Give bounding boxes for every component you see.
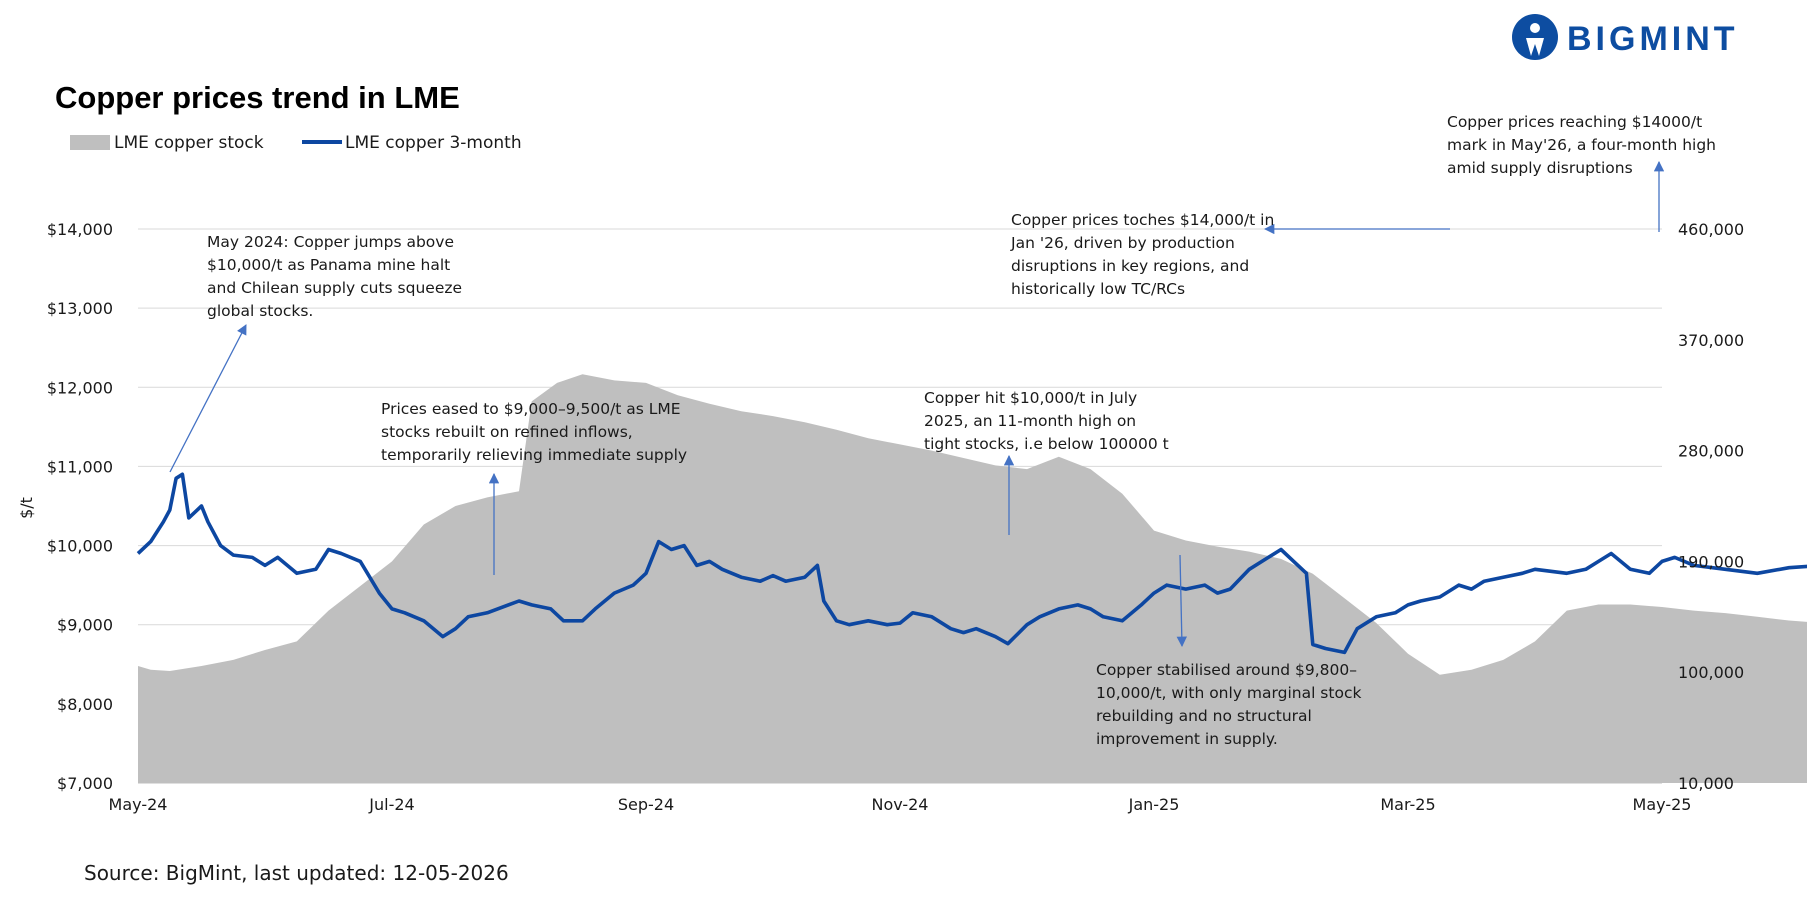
annotation-line: 10,000/t, with only marginal stock (1096, 684, 1361, 702)
arrow-may24 (169, 324, 247, 473)
annotation-line: Copper prices toches $14,000/t in (1011, 211, 1274, 229)
y2-tick-label: 460,000 (1678, 220, 1744, 239)
y-tick-label: $13,000 (47, 299, 113, 318)
annotation-jul25: Copper hit $10,000/t in July 2025, an 11… (924, 389, 1169, 453)
y2-tick-label: 100,000 (1678, 663, 1744, 682)
annotation-line: improvement in supply. (1096, 730, 1278, 748)
annotation-line: rebuilding and no structural (1096, 707, 1312, 725)
annotation-line: temporarily relieving immediate supply (381, 446, 687, 464)
annotation-line: mark in May'26, a four-month high (1447, 136, 1716, 154)
series-price-line (136, 472, 1807, 655)
annotation-may26: Copper prices reaching $14000/t mark in … (1447, 113, 1716, 177)
chart-title: Copper prices trend in LME (55, 80, 460, 115)
x-axis-ticks: May-24 Jul-24 Sep-24 Nov-24 Jan-25 Mar-25 May-… (109, 795, 1692, 814)
legend-label-stock: LME copper stock (114, 133, 264, 153)
x-tick-label: Jul-24 (368, 795, 414, 814)
annotation-line: tight stocks, i.e below 100000 t (924, 435, 1169, 453)
y-tick-label: $11,000 (47, 457, 113, 476)
annotation-line: 2025, an 11-month high on (924, 412, 1136, 430)
legend: LME copper stock LME copper 3-month (70, 133, 522, 153)
y2-tick-label: 190,000 (1678, 552, 1744, 571)
y2-axis-ticks: 10,000 100,000 190,000 280,000 370,000 460,00… (1678, 220, 1744, 793)
brand-logo: BIGMINT (1512, 14, 1739, 60)
annotation-sep25: Copper stabilised around $9,800– 10,000/… (1096, 661, 1361, 748)
y-tick-label: $7,000 (57, 774, 113, 793)
legend-swatch-stock (70, 135, 110, 150)
y2-tick-label: 280,000 (1678, 442, 1744, 461)
annotation-line: Copper prices reaching $14000/t (1447, 113, 1702, 131)
y-tick-label: $14,000 (47, 220, 113, 239)
annotation-line: Jan '26, driven by production (1010, 234, 1235, 252)
y2-tick-label: 10,000 (1678, 774, 1734, 793)
y-axis-label: $/t (17, 497, 36, 519)
x-tick-label: Jan-25 (1128, 795, 1180, 814)
x-tick-label: May-24 (109, 795, 168, 814)
y-tick-label: $8,000 (57, 695, 113, 714)
arrow-sep25 (1176, 554, 1187, 648)
annotation-line: Copper hit $10,000/t in July (924, 389, 1137, 407)
annotation-line: historically low TC/RCs (1011, 280, 1185, 298)
annotation-line: May 2024: Copper jumps above (207, 233, 454, 251)
y-tick-label: $9,000 (57, 616, 113, 635)
y-tick-label: $12,000 (47, 378, 113, 397)
annotation-line: $10,000/t as Panama mine halt (207, 256, 450, 274)
annotation-line: global stocks. (207, 302, 313, 320)
y-axis-ticks: $7,000 $8,000 $9,000 $10,000 $11,000 $12,000 $… (47, 220, 113, 793)
annotation-line: stocks rebuilt on refined inflows, (381, 423, 633, 441)
annotation-line: disruptions in key regions, and (1011, 257, 1249, 275)
y-tick-label: $10,000 (47, 537, 113, 556)
annotation-line: Copper stabilised around $9,800– (1096, 661, 1357, 679)
y2-tick-label: 370,000 (1678, 331, 1744, 350)
annotation-oct24: Prices eased to $9,000–9,500/t as LME st… (381, 400, 687, 464)
x-tick-label: Sep-24 (618, 795, 674, 814)
annotation-line: and Chilean supply cuts squeeze (207, 279, 462, 297)
legend-label-price: LME copper 3-month (345, 133, 522, 153)
source-note: Source: BigMint, last updated: 12-05-202… (84, 861, 509, 885)
x-tick-label: Nov-24 (872, 795, 929, 814)
x-tick-label: Mar-25 (1380, 795, 1435, 814)
logo-mark-icon (1512, 14, 1558, 60)
annotation-line: amid supply disruptions (1447, 159, 1633, 177)
annotation-may24: May 2024: Copper jumps above $10,000/t a… (207, 233, 462, 320)
annotation-arrows (169, 160, 1665, 648)
annotation-line: Prices eased to $9,000–9,500/t as LME (381, 400, 681, 418)
brand-name: BIGMINT (1567, 20, 1739, 58)
x-tick-label: May-25 (1633, 795, 1692, 814)
series-stock-area (138, 374, 1807, 783)
annotation-jan26: Copper prices toches $14,000/t in Jan '2… (1010, 211, 1274, 298)
